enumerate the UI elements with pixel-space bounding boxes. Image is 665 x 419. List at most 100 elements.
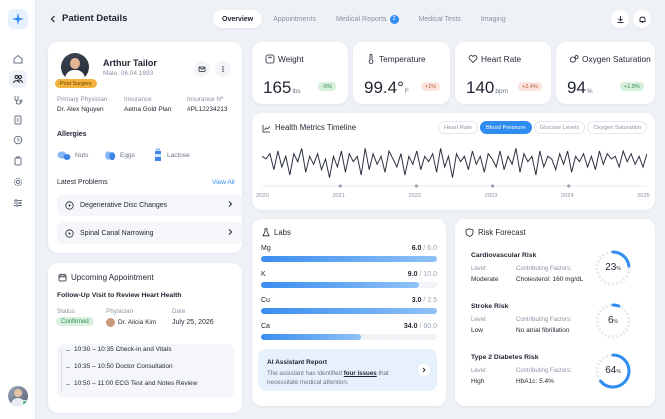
risk-title: Risk Forecast bbox=[478, 228, 526, 237]
risk-item[interactable]: Cardiovascular Risk Level: Moderate Cont… bbox=[463, 250, 633, 299]
vital-change-badge: +1% bbox=[421, 82, 441, 91]
year-tick-label: 2025 bbox=[637, 193, 650, 199]
vital-change-badge: +1.9% bbox=[620, 82, 644, 91]
filter-heart-rate[interactable]: Heart Rate bbox=[438, 121, 479, 134]
allergy-item: Nuts bbox=[57, 149, 88, 161]
lab-value: 34.0 / 60.0 bbox=[404, 323, 437, 330]
problem-label: Degenerative Disc Changes bbox=[80, 201, 168, 209]
vital-title: Temperature bbox=[379, 54, 426, 64]
weight-icon bbox=[264, 53, 275, 64]
stethoscope-icon[interactable] bbox=[9, 91, 27, 109]
open-report-button[interactable] bbox=[418, 364, 430, 376]
notifications-button[interactable] bbox=[633, 10, 651, 28]
tab-imaging[interactable]: Imaging bbox=[472, 10, 515, 28]
status-label: Status bbox=[57, 308, 75, 315]
filter-glucose-levels[interactable]: Glucose Levels bbox=[533, 121, 586, 134]
filter-blood-pressure[interactable]: Blood Pressure bbox=[480, 121, 532, 134]
message-button[interactable] bbox=[194, 61, 210, 77]
problem-label: Spinal Canal Narrowing bbox=[80, 229, 154, 237]
tab-label: Imaging bbox=[480, 15, 506, 23]
lab-name: Mg bbox=[261, 245, 271, 252]
vital-change-badge: -5% bbox=[318, 82, 336, 91]
factor-value: Cholesterol: 160 mg/dL bbox=[516, 276, 584, 283]
eggs-icon bbox=[105, 151, 116, 161]
thermometer-icon bbox=[365, 53, 376, 64]
lab-number: 34.0 bbox=[403, 323, 418, 330]
risk-gauge-ring bbox=[595, 353, 631, 389]
sidebar bbox=[0, 0, 36, 419]
filter-oxygen-saturation[interactable]: Oxygen Saturation bbox=[587, 121, 648, 134]
factor-value: No atrial fibrillation bbox=[516, 327, 570, 334]
bell-icon bbox=[639, 16, 645, 23]
tab-medical-tests[interactable]: Medical Tests bbox=[410, 10, 470, 28]
risk-item[interactable]: Type 2 Diabetes Risk Level: High Contrib… bbox=[463, 351, 633, 401]
risk-gauge: 64% bbox=[593, 351, 633, 391]
page-title: Patient Details bbox=[62, 13, 128, 24]
schedule-item: 10:50 – 11:00 ECG Test and Notes Review bbox=[74, 380, 198, 387]
lab-bar-fill bbox=[261, 256, 437, 262]
ai-report-text: The assistant has identified four issues… bbox=[267, 370, 417, 387]
home-icon[interactable] bbox=[9, 50, 27, 68]
insurance-label: Insurance bbox=[124, 96, 152, 103]
history-icon[interactable] bbox=[9, 131, 27, 149]
chevron-right-icon bbox=[228, 201, 233, 207]
vital-card-temperature: Temperature 99.4°F +1% bbox=[353, 42, 450, 104]
mail-icon bbox=[198, 66, 206, 72]
lab-name: Cu bbox=[261, 297, 270, 304]
tab-label: Appointments bbox=[273, 15, 316, 23]
factors-label: Contributing Factors: bbox=[516, 266, 572, 272]
status-badge: Confirmed bbox=[56, 317, 94, 326]
patient-name: Arthur Tailor bbox=[103, 58, 157, 68]
patient-card: Post Surgery Arthur Tailor Male, 06.04.1… bbox=[48, 42, 243, 253]
patients-icon[interactable] bbox=[9, 70, 27, 88]
download-button[interactable] bbox=[611, 10, 629, 28]
lab-number: 3.0 bbox=[411, 297, 422, 304]
heart-rate-icon bbox=[467, 53, 478, 64]
gauge-fill bbox=[595, 250, 631, 286]
lab-value: 9.0 / 10.0 bbox=[408, 271, 437, 278]
filters-icon[interactable] bbox=[9, 194, 27, 212]
year-tick-label: 2024 bbox=[560, 193, 574, 199]
ai-report-title: AI Assistant Report bbox=[267, 359, 328, 366]
insurance-number-label: Insurance Nº bbox=[187, 96, 224, 103]
risk-name: Type 2 Diabetes Risk bbox=[471, 354, 539, 361]
ai-issues-link[interactable]: four issues bbox=[343, 370, 377, 377]
problem-item[interactable]: Spinal Canal Narrowing bbox=[57, 222, 243, 244]
documents-icon[interactable] bbox=[9, 111, 27, 129]
chart-icon bbox=[262, 125, 271, 133]
flask-icon bbox=[262, 228, 270, 237]
vital-value: 94% bbox=[567, 78, 593, 98]
user-avatar[interactable] bbox=[8, 386, 28, 406]
patient-status-tag: Post Surgery bbox=[55, 79, 97, 88]
settings-icon[interactable] bbox=[9, 173, 27, 191]
back-button[interactable] bbox=[47, 13, 59, 25]
date-label: Date bbox=[172, 308, 186, 315]
sparkle-icon bbox=[12, 13, 24, 25]
timeline-title: Health Metrics Timeline bbox=[275, 123, 357, 132]
tab-medical-reports[interactable]: Medical Reports 2 bbox=[327, 10, 408, 28]
vital-number: 140 bbox=[466, 78, 495, 97]
tab-label: Overview bbox=[222, 15, 254, 23]
problem-item[interactable]: Degenerative Disc Changes bbox=[57, 194, 243, 216]
year-marker bbox=[567, 184, 571, 188]
lab-name: K bbox=[261, 271, 266, 278]
tab-overview[interactable]: Overview bbox=[213, 10, 263, 28]
risk-item[interactable]: Stroke Risk Level: Low Contributing Fact… bbox=[463, 303, 633, 350]
lab-number: 6.0 bbox=[411, 245, 422, 252]
gauge-fill bbox=[595, 353, 631, 389]
vital-unit: F bbox=[404, 88, 409, 95]
risk-gauge: 23% bbox=[593, 248, 633, 288]
year-marker bbox=[338, 184, 342, 188]
medication-icon[interactable] bbox=[9, 152, 27, 170]
tab-appointments[interactable]: Appointments bbox=[264, 10, 325, 28]
allergies-title: Allergies bbox=[57, 131, 87, 138]
ai-assistant-report[interactable]: AI Assistant Report The assistant has id… bbox=[258, 349, 437, 391]
schedule-tick bbox=[66, 384, 70, 385]
more-options-button[interactable] bbox=[215, 61, 231, 77]
risk-percent: 23% bbox=[605, 262, 621, 273]
lab-max: / 10.0 bbox=[419, 271, 437, 278]
app-logo[interactable] bbox=[8, 9, 28, 29]
lab-bar-fill bbox=[261, 334, 362, 340]
view-all-link[interactable]: View All bbox=[212, 179, 235, 186]
online-status-dot bbox=[22, 400, 28, 406]
